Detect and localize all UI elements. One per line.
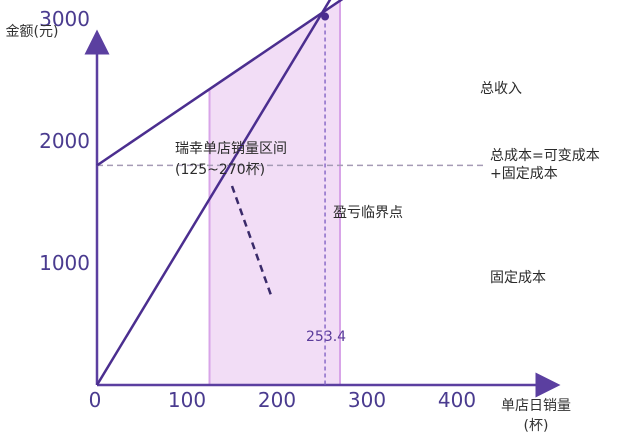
label-breakeven: 盈亏临界点 [333,205,403,221]
range-annotation-pointer [230,185,274,299]
y-axis-title: 金额(元) [6,24,59,40]
label-total-revenue: 总收入 [480,81,522,97]
x-axis-title-line2: (杯) [524,418,549,434]
label-total-cost-line2: +固定成本 [490,166,558,182]
label-sales-range-line1: 瑞幸单店销量区间 [175,141,287,157]
label-fixed-cost: 固定成本 [490,270,546,286]
label-sales-range-line2: (125~270杯) [175,162,265,178]
label-breakeven-x: 253.4 [306,329,346,345]
tick-labels: 010020030040010002000300040005000 [39,7,476,412]
label-total-cost-line1: 总成本=可变成本 [490,148,600,164]
x-tick-label: 400 [438,388,476,412]
y-tick-label: 1000 [39,251,90,275]
y-tick-label: 2000 [39,129,90,153]
x-axis-title-line1: 单店日销量 [501,398,571,414]
y-tick-label: 3000 [39,7,90,31]
x-tick-label: 200 [258,388,296,412]
x-tick-label: 300 [348,388,386,412]
breakeven-point [321,12,330,21]
sales-range-region [209,0,340,385]
x-tick-label: 100 [168,388,206,412]
series-total-cost-line [96,0,344,167]
x-tick-label: 0 [89,388,102,412]
series-total-revenue-line [95,0,332,386]
